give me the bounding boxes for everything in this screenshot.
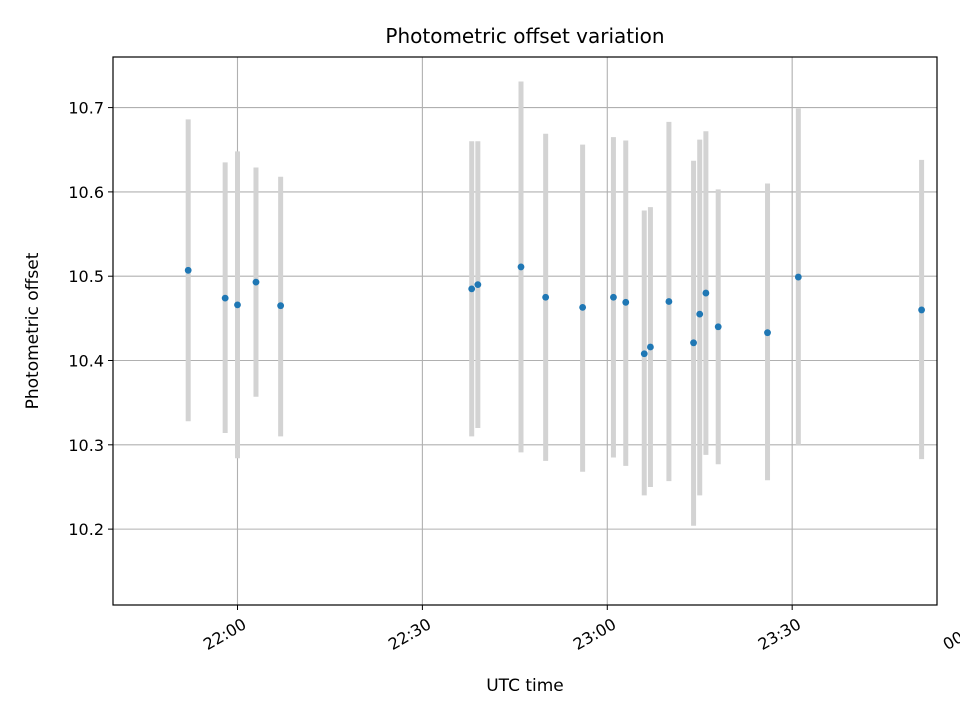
data-point xyxy=(474,281,482,289)
data-point xyxy=(665,298,673,305)
y-tick-label: 10.5 xyxy=(68,267,104,286)
data-point xyxy=(252,278,260,286)
y-axis: 10.2 10.3 10.4 10.5 10.6 10.7 xyxy=(68,99,113,539)
data-point xyxy=(517,263,525,271)
data-point xyxy=(622,298,630,306)
data-point xyxy=(647,343,654,351)
plot-frame xyxy=(112,56,938,606)
data-point xyxy=(221,294,229,302)
y-tick-label: 10.2 xyxy=(68,520,104,539)
x-axis-title: UTC time xyxy=(486,676,564,696)
data-point xyxy=(468,285,476,293)
data-point xyxy=(696,310,704,318)
y-axis-title: Photometric offset xyxy=(23,252,43,409)
data-point xyxy=(714,323,722,331)
data-point xyxy=(277,302,285,310)
y-tick-label: 10.7 xyxy=(68,99,104,118)
data-points xyxy=(184,263,925,358)
y-tick-label: 10.3 xyxy=(68,436,104,455)
data-point xyxy=(794,273,802,281)
data-point xyxy=(610,293,617,301)
data-point xyxy=(640,350,648,358)
data-point xyxy=(702,289,710,297)
data-point xyxy=(542,293,550,301)
y-tick-label: 10.4 xyxy=(68,352,104,371)
data-point xyxy=(184,266,192,274)
data-point xyxy=(234,301,241,309)
y-tick-label: 10.6 xyxy=(68,183,104,202)
data-point xyxy=(579,303,587,311)
data-point xyxy=(918,306,925,314)
chart-title: Photometric offset variation xyxy=(385,24,664,48)
data-point xyxy=(764,329,771,337)
data-point xyxy=(690,339,697,347)
